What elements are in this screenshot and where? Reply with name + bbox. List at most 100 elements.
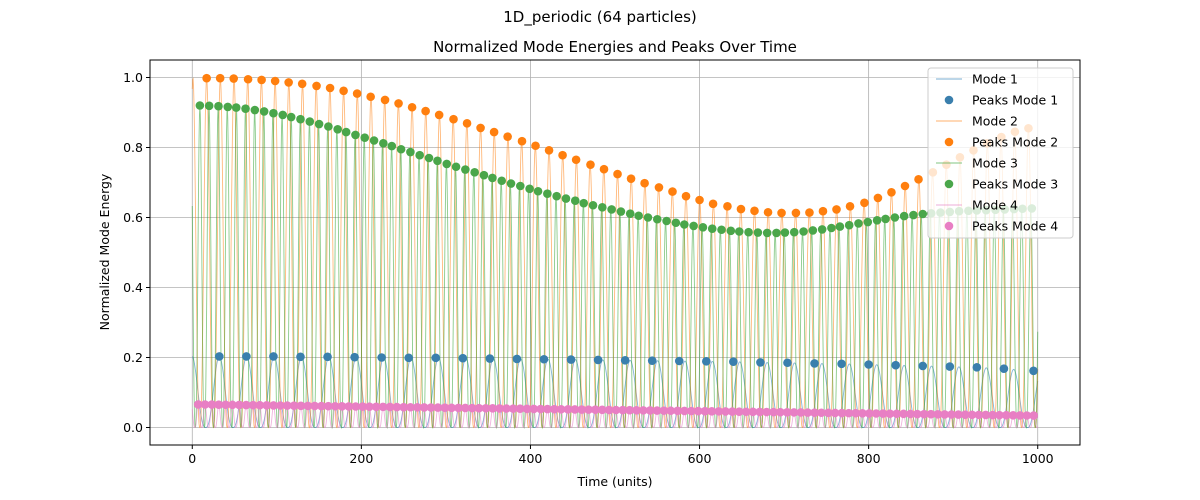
peak-marker-mode-3 [507,179,516,188]
legend-label-mode-2: Mode 2 [972,114,1018,129]
peak-marker-mode-3 [727,227,736,236]
peak-marker-mode-3 [442,160,451,169]
x-tick-label: 1000 [1022,451,1054,466]
legend-label-peaks-mode-4: Peaks Mode 4 [972,219,1058,234]
peak-marker-mode-3 [370,136,379,145]
peak-marker-mode-1 [756,358,765,367]
peak-marker-mode-3 [699,223,708,232]
peak-marker-mode-2 [737,205,746,214]
peak-marker-mode-1 [973,363,982,372]
peak-marker-mode-2 [750,207,759,216]
peak-marker-mode-3 [909,211,918,220]
peak-marker-mode-3 [406,148,415,157]
peak-marker-mode-2 [887,188,896,197]
peak-marker-mode-1 [621,356,630,365]
peak-marker-mode-2 [229,74,238,83]
peak-marker-mode-2 [792,209,801,218]
peak-marker-mode-3 [223,103,232,112]
legend-label-peaks-mode-2: Peaks Mode 2 [972,135,1058,150]
peak-marker-mode-3 [672,218,681,227]
peak-marker-mode-3 [534,187,543,196]
legend-marker-peaks-mode-3 [945,180,954,189]
peak-marker-mode-2 [490,128,499,137]
y-tick-label: 0.8 [123,140,143,155]
peak-marker-mode-2 [627,174,636,183]
peak-marker-mode-2 [421,107,430,116]
peak-marker-mode-2 [655,183,664,192]
peak-marker-mode-1 [594,356,603,365]
peak-marker-mode-2 [709,200,718,209]
peak-marker-mode-2 [682,192,691,201]
peak-marker-mode-2 [366,92,375,101]
peak-marker-mode-2 [914,175,923,184]
peak-marker-mode-3 [296,115,305,124]
peak-marker-mode-2 [545,146,554,155]
peak-marker-mode-1 [540,355,549,364]
peak-marker-mode-1 [459,354,468,363]
peak-marker-mode-2 [668,187,677,196]
peak-marker-mode-3 [452,162,461,171]
peak-marker-mode-2 [463,119,472,128]
peak-marker-mode-3 [799,227,808,236]
peak-marker-mode-2 [695,196,704,205]
peak-marker-mode-2 [819,207,828,216]
peak-marker-mode-3 [305,117,314,126]
peak-marker-mode-2 [640,179,649,188]
figure-suptitle: 1D_periodic (64 particles) [503,8,697,27]
peak-marker-mode-3 [653,215,662,224]
legend-marker-peaks-mode-2 [945,138,954,147]
x-tick-label: 400 [519,451,543,466]
peak-marker-mode-3 [717,225,726,234]
peak-marker-mode-1 [946,362,955,371]
y-tick-label: 0.6 [123,210,143,225]
peak-marker-mode-1 [1000,364,1009,373]
peak-marker-mode-3 [205,102,214,111]
peak-marker-mode-3 [379,139,388,148]
peak-marker-mode-3 [607,205,616,214]
peak-marker-mode-1 [810,359,819,368]
peak-marker-mode-3 [324,122,333,131]
y-tick-label: 0.2 [123,350,143,365]
peak-marker-mode-2 [860,199,869,208]
peak-marker-mode-1 [783,358,792,367]
peak-marker-mode-3 [360,133,369,142]
peak-marker-mode-3 [315,120,324,129]
y-tick-label: 1.0 [123,70,143,85]
peak-marker-mode-3 [579,199,588,208]
peak-marker-mode-3 [562,194,571,203]
x-axis-label: Time (units) [576,474,652,489]
peak-marker-mode-2 [202,74,211,83]
peak-marker-mode-1 [404,354,413,363]
peak-marker-mode-2 [353,89,362,98]
peak-marker-mode-1 [486,354,495,363]
peak-marker-mode-3 [470,168,479,177]
peak-marker-mode-2 [271,77,280,86]
y-tick-label: 0.0 [123,420,143,435]
peak-marker-mode-2 [613,170,622,179]
peak-marker-mode-3 [744,228,753,237]
peak-marker-mode-1 [323,353,332,362]
peak-marker-mode-3 [278,111,287,120]
peak-marker-mode-3 [351,131,360,140]
peak-marker-mode-1 [864,360,873,369]
peak-marker-mode-3 [900,212,909,221]
peak-marker-mode-3 [516,182,525,191]
peak-marker-mode-3 [388,142,397,151]
peak-marker-mode-3 [708,224,717,233]
peak-marker-mode-3 [781,228,790,237]
chart-title: Normalized Mode Energies and Peaks Over … [433,38,797,56]
peak-marker-mode-1 [513,355,522,364]
peak-marker-mode-2 [572,155,581,164]
x-tick-label: 0 [188,451,196,466]
peak-marker-mode-2 [298,80,307,89]
peak-marker-mode-3 [818,225,827,234]
peak-marker-mode-2 [244,75,253,84]
peak-marker-mode-1 [431,354,440,363]
peak-marker-mode-2 [449,115,458,124]
peak-marker-mode-3 [571,196,580,205]
peak-marker-mode-2 [600,165,609,174]
peak-marker-mode-1 [648,356,657,365]
peak-marker-mode-3 [415,151,424,160]
peak-marker-mode-2 [764,208,773,217]
